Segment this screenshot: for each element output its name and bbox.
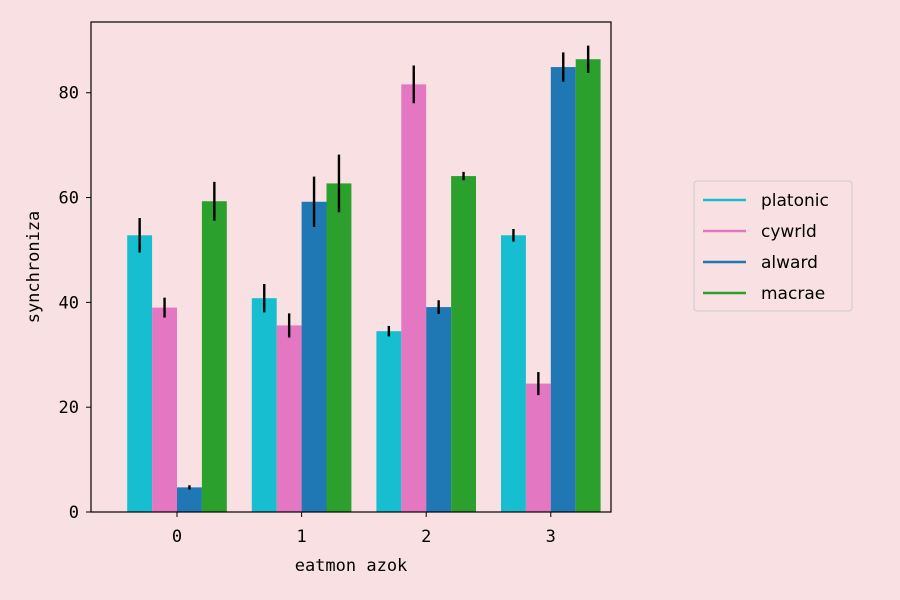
x-tick-label: 0 — [172, 527, 182, 547]
x-tick-label: 2 — [421, 527, 431, 547]
x-axis-label: eatmon azok — [295, 556, 408, 576]
bar-macrae-3 — [575, 59, 601, 512]
y-tick-label: 0 — [69, 503, 79, 523]
bar-alward-2 — [426, 307, 452, 512]
bar-cywrld-3 — [525, 383, 551, 512]
bars-layer — [127, 59, 601, 513]
bar-macrae-2 — [451, 176, 476, 512]
bar-macrae-1 — [326, 183, 352, 513]
bar-alward-3 — [550, 67, 576, 512]
y-tick-label: 60 — [59, 189, 79, 209]
bar-cywrld-1 — [276, 325, 302, 512]
error-bars-layer — [138, 45, 590, 490]
x-tick-label: 3 — [546, 527, 556, 547]
x-ticks: 0 1 2 3 — [172, 512, 556, 547]
x-tick-label: 1 — [296, 527, 306, 547]
legend-label-platonic: platonic — [761, 191, 829, 211]
bar-platonic-2 — [376, 331, 402, 512]
bar-platonic-0 — [127, 235, 153, 512]
bar-platonic-3 — [501, 235, 526, 512]
legend-label-alward: alward — [761, 253, 818, 273]
y-tick-label: 40 — [59, 293, 79, 313]
legend-label-cywrld: cywrld — [761, 222, 817, 242]
plot-frame — [90, 21, 612, 513]
bar-cywrld-0 — [152, 307, 177, 512]
legend-label-macrae: macrae — [761, 284, 825, 304]
y-axis-label: synchroniza — [24, 211, 44, 324]
bar-cywrld-2 — [401, 84, 427, 512]
bar-alward-1 — [301, 201, 327, 512]
bar-alward-0 — [177, 487, 202, 512]
y-tick-label: 80 — [59, 84, 79, 104]
legend: platonic cywrld alward macrae — [693, 180, 853, 312]
y-tick-label: 20 — [59, 398, 79, 418]
bar-macrae-0 — [201, 201, 227, 512]
y-ticks: 0 20 40 60 80 — [59, 84, 91, 523]
bar-platonic-1 — [251, 298, 277, 512]
legend-box — [693, 180, 853, 312]
